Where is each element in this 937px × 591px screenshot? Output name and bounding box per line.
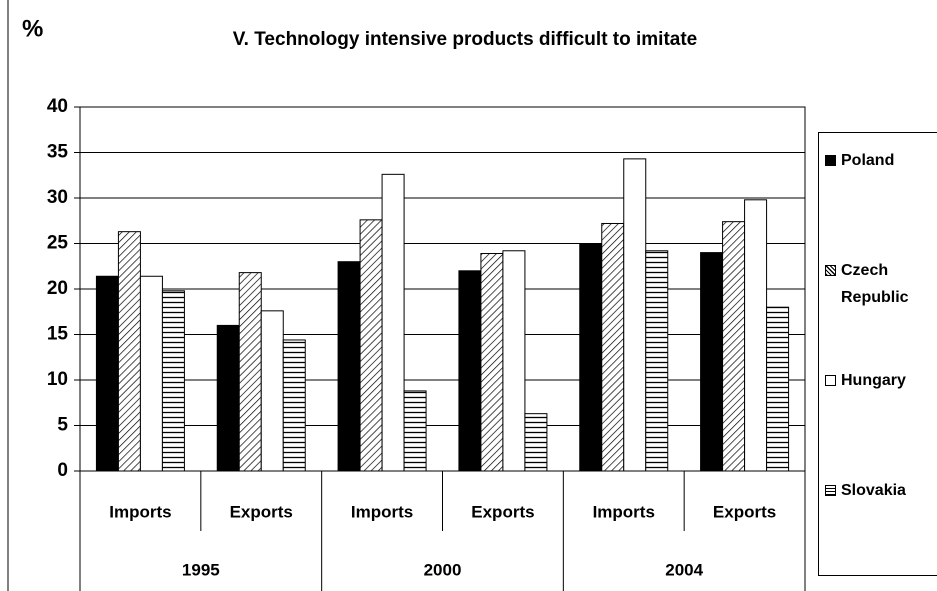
y-tick-label: 25 [47, 233, 69, 254]
y-tick-label: 40 [47, 96, 68, 117]
bar [95, 275, 119, 472]
bar [260, 310, 284, 472]
x-tick-label: Exports [471, 502, 534, 521]
bar [722, 221, 746, 472]
legend-swatch [825, 485, 836, 496]
bar [216, 324, 240, 472]
chart-title: V. Technology intensive products difficu… [233, 29, 698, 50]
bar [700, 252, 724, 472]
x-tick-label: Exports [230, 502, 293, 521]
bar [117, 231, 141, 472]
legend-swatch [825, 375, 836, 386]
bar [458, 270, 482, 472]
x-tick-label: Imports [593, 502, 655, 521]
y-tick-label: 15 [47, 324, 69, 345]
bar [381, 173, 405, 472]
legend: Poland Czech Republic Hungary Slovakia [818, 132, 937, 576]
legend-label: Hungary [841, 372, 906, 389]
bar [337, 261, 361, 472]
legend-label: Czech Republic [841, 262, 909, 306]
frame [7, 0, 9, 591]
bar [502, 250, 526, 472]
bar [282, 339, 306, 472]
bar [744, 199, 768, 472]
legend-entry: Czech Republic [825, 257, 937, 311]
y-tick-label: 5 [57, 415, 68, 436]
bar [524, 413, 548, 472]
group-label: 1995 [182, 560, 220, 579]
bar [480, 253, 504, 472]
bar [645, 250, 669, 472]
legend-swatch [825, 265, 836, 276]
y-tick-label: 30 [47, 187, 68, 208]
bar [623, 158, 647, 472]
x-tick-label: Imports [351, 502, 413, 521]
bar [766, 306, 790, 472]
bar [403, 390, 427, 472]
legend-label: Poland [841, 152, 895, 169]
y-axis-label: % [22, 15, 43, 42]
legend-swatch [825, 155, 836, 166]
y-tick-label: 0 [57, 460, 68, 481]
x-tick-label: Imports [109, 502, 171, 521]
legend-label: Slovakia [841, 482, 906, 499]
y-tick-label: 20 [47, 278, 68, 299]
bar [359, 219, 383, 472]
y-tick-label: 35 [47, 142, 69, 163]
bar [139, 275, 163, 472]
bar [601, 222, 625, 472]
y-tick-label: 10 [47, 369, 68, 390]
bar [161, 290, 185, 472]
legend-entry: Hungary [825, 367, 937, 394]
legend-entry: Poland [825, 147, 937, 174]
legend-entry: Slovakia [825, 477, 937, 504]
group-label: 2000 [424, 560, 462, 579]
group-label: 2004 [665, 560, 703, 579]
x-tick-label: Exports [713, 502, 776, 521]
bar [579, 243, 603, 472]
bar [238, 272, 262, 472]
